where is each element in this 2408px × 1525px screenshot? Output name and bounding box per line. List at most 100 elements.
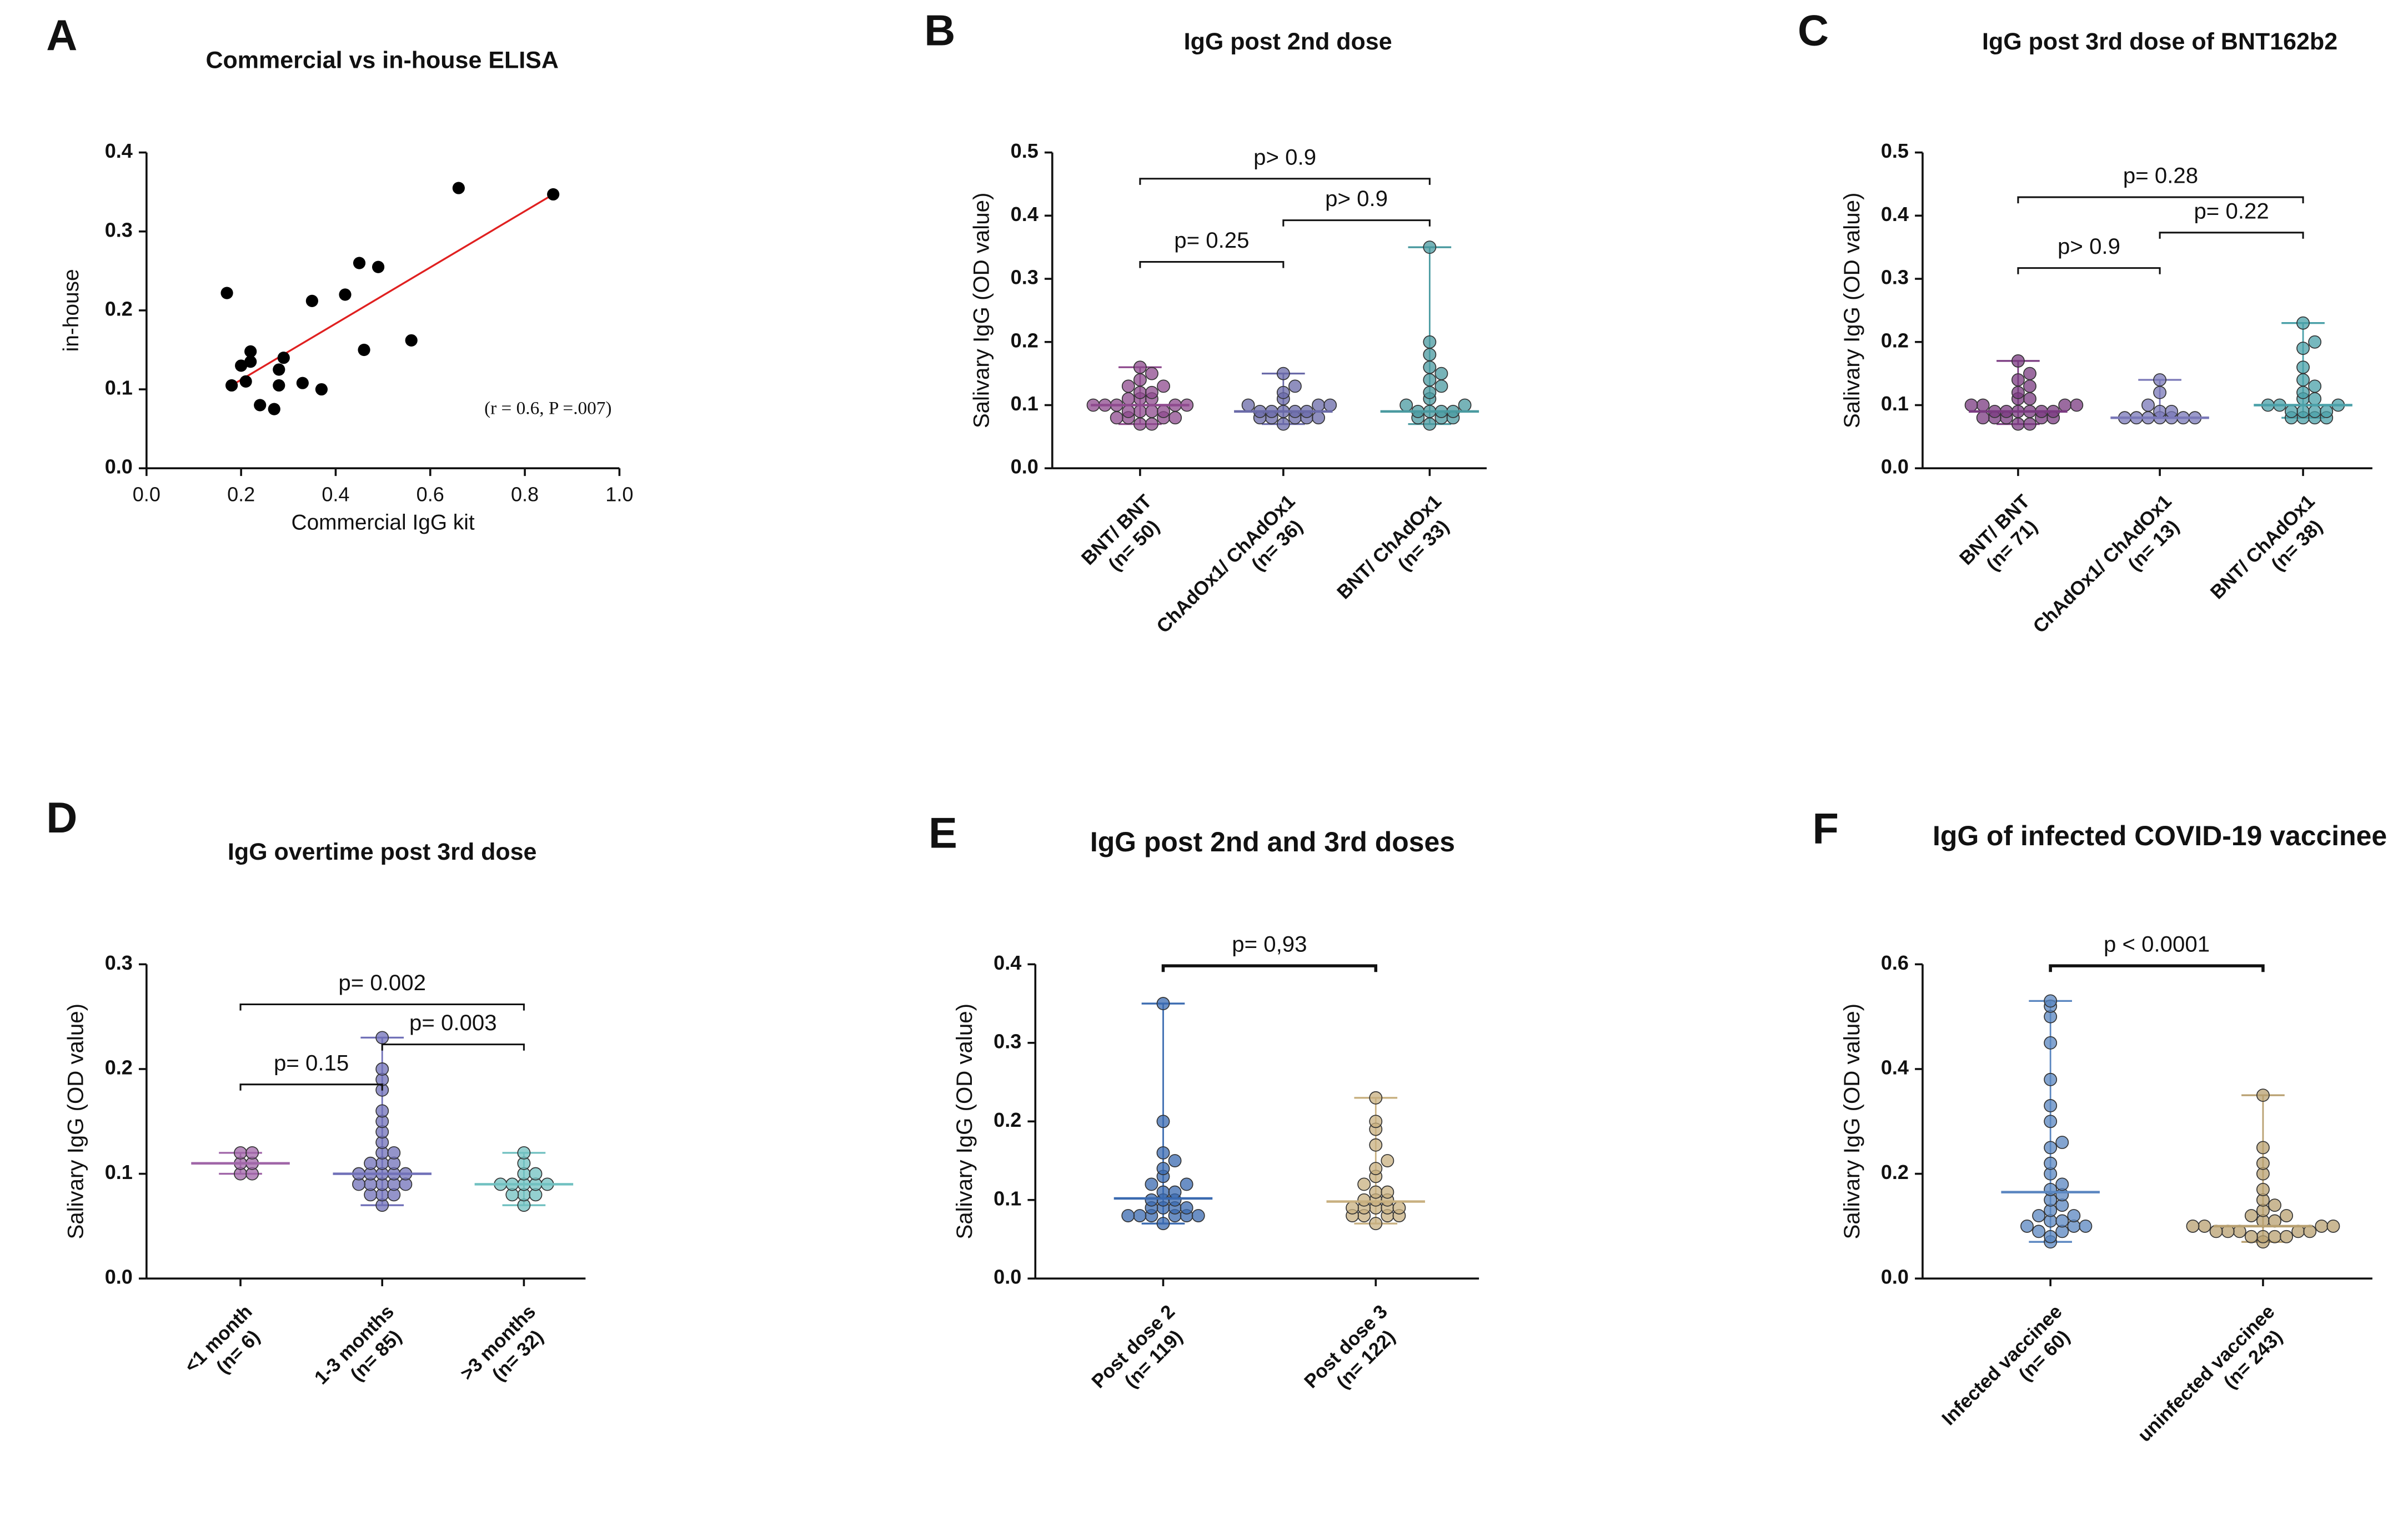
dot [375,1062,389,1076]
y-tick-label: 0.0 [1011,455,1039,478]
y-axis-label: Salivary IgG (OD value) [969,193,994,429]
dot [1110,411,1123,425]
dot [2296,373,2310,387]
dot [2315,1219,2329,1233]
dot [1157,404,1170,418]
y-tick-label: 0.1 [105,377,133,399]
x-tick-label: 0.8 [511,483,539,506]
chart-title: IgG of infected COVID-19 vaccinee [1933,820,2387,851]
dot [2044,1141,2058,1155]
dot [1121,392,1135,406]
p-value-label: p < 0.0001 [2104,932,2210,957]
x-tick-label: ChAdOx1/ ChAdOx1(n= 13) [2029,491,2192,654]
dot [2256,1156,2270,1170]
x-tick-label: BNT/ ChAdOx1(n= 38) [2206,491,2335,620]
dot [1133,385,1147,399]
dot [2044,1036,2058,1050]
point [239,375,252,388]
y-tick-label: 0.3 [1881,266,1909,289]
point [358,343,370,357]
dot [1133,417,1147,431]
dot [1423,348,1437,362]
p-value-label: p> 0.9 [2058,234,2120,259]
dot [2296,404,2310,418]
y-tick-label: 0.2 [1881,329,1909,352]
y-tick-label: 0.5 [1011,139,1039,162]
dot [1241,398,1255,412]
dot [1434,367,1448,380]
dot [1381,1154,1394,1167]
point [296,377,309,389]
p-value-label: p= 0.25 [1174,228,1249,253]
dot [375,1104,389,1118]
dot [1976,411,1990,425]
p-value-label: p> 0.9 [1253,144,1316,169]
chart-title: Commercial vs in-house ELISA [206,47,559,73]
x-tick-label: 0.4 [322,483,349,506]
dot [1346,1201,1359,1215]
dot [245,1146,259,1160]
significance-bracket [381,1044,525,1051]
point [254,399,267,412]
dot [1133,373,1147,387]
y-tick-label: 0.2 [105,297,133,320]
dot [2153,404,2167,418]
dot [2308,392,2322,406]
y-tick-label: 0.3 [1011,266,1039,289]
panel-letter: E [929,810,957,857]
dot [2268,1198,2281,1212]
point [405,334,418,347]
significance-bracket [2049,964,2265,972]
dot [375,1031,389,1045]
y-axis-label: Salivary IgG (OD value) [1839,1004,1864,1240]
dot [1156,1185,1170,1199]
point [372,260,385,273]
significance-bracket [2017,267,2161,274]
dot [1145,1177,1158,1191]
x-tick-label: uninfected vaccinee(n= 243) [2134,1301,2296,1463]
panel-letter: C [1798,7,1829,55]
dot [1156,1146,1170,1160]
dot [2044,1099,2058,1112]
dot [1357,1177,1371,1191]
p-value-label: p= 0.002 [338,970,426,995]
dot [1145,367,1158,380]
p-value-label: p= 0.22 [2194,198,2269,223]
dot [2296,316,2310,330]
significance-bracket [1161,964,1378,972]
dot [2320,404,2334,418]
dot [2244,1230,2258,1243]
significance-bracket [1282,219,1431,227]
point [273,379,285,392]
dot [1423,360,1437,374]
x-tick-label: BNT/ BNT(n= 50) [1077,491,1172,586]
dot [2023,379,2036,393]
dot [1156,1162,1170,1176]
y-tick-label: 0.4 [1881,203,1909,225]
x-tick-label: 1-3 months(n= 85) [310,1301,414,1405]
dot [1423,373,1437,387]
dot [1191,1209,1205,1222]
point [235,359,248,372]
x-tick-label: 0.6 [417,483,444,506]
dot [1133,1209,1147,1222]
dot [2044,994,2058,1008]
dot [1976,398,1990,412]
y-tick-label: 0.4 [994,951,1021,974]
dot [1156,1217,1170,1231]
point [452,182,465,194]
y-tick-label: 0.2 [1881,1161,1909,1183]
dot [2023,367,2036,380]
x-tick-label: 0.0 [133,483,160,506]
dot [2044,1072,2058,1086]
dot [2023,417,2036,431]
dot [1276,367,1290,380]
chart-title: IgG post 3rd dose of BNT162b2 [1982,28,2337,55]
dot [2058,398,2072,412]
dot [1145,385,1158,399]
dot [1180,1201,1193,1215]
dot [1423,385,1437,399]
panel-letter: F [1812,805,1838,852]
dot [1458,398,1472,412]
